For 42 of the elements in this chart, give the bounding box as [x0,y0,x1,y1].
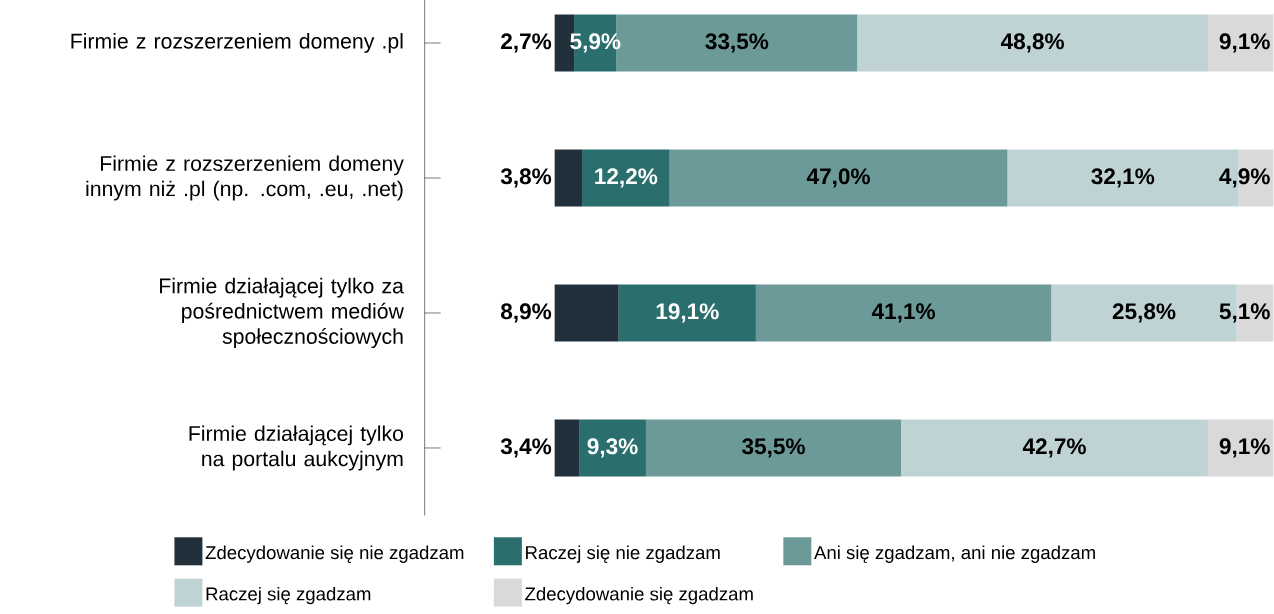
bar [554,149,582,207]
data-label: 25,8% [1112,303,1176,323]
bar [857,14,1208,72]
data-label: 3,4% [500,438,552,458]
bar [669,149,1008,207]
data-label: 47,0% [806,168,870,188]
data-label: 4,9% [1219,168,1270,188]
bar [901,419,1208,477]
y-tick-label: Firmie z rozszerzeniem domeny .pl [71,33,403,53]
bar [645,419,902,477]
data-label: 5,1% [1219,303,1270,323]
y-tick-label: Firmie z rozszerzeniem domeny innym niż .pl (np. .com, .eu, .net) [86,155,404,201]
bar [755,284,1052,342]
legend-label: Raczej się zgadzam [206,586,371,605]
y-tick-label: Firmie działającej tylko za pośrednictwem mediów społecznościowych [160,277,404,349]
bar [1207,14,1274,72]
bar [554,419,580,477]
legend-label: Ani się zgadzam, ani nie zgadzam [814,545,1095,563]
bar [554,284,619,342]
data-label: 33,5% [705,33,769,53]
data-label: 5,9% [570,33,621,53]
bar [1207,419,1274,477]
data-label: 3,8% [500,168,552,188]
data-label: 9,1% [1219,438,1270,458]
data-label: 35,5% [742,438,805,458]
data-label: 9,3% [587,438,638,458]
data-label: 48,8% [1000,33,1064,53]
legend-label: Zdecydowanie się nie zgadzam [205,545,464,563]
data-label: 9,1% [1219,33,1270,53]
legend-label: Zdecydowanie się zgadzam [525,586,753,605]
data-label: 32,1% [1091,168,1155,188]
legend-label: Raczej się nie zgadzam [526,545,720,563]
data-label: 42,7% [1022,438,1086,458]
bar [581,149,670,207]
data-label: 41,1% [871,303,935,323]
data-label: 8,9% [500,303,552,323]
bar [618,284,756,342]
data-label: 12,2% [595,168,658,188]
bar [579,419,646,477]
y-tick-label: Firmie działającej tylko na portalu aukcyjnym [189,425,404,471]
data-label: 2,7% [501,33,552,53]
data-label: 19,1% [656,303,719,323]
